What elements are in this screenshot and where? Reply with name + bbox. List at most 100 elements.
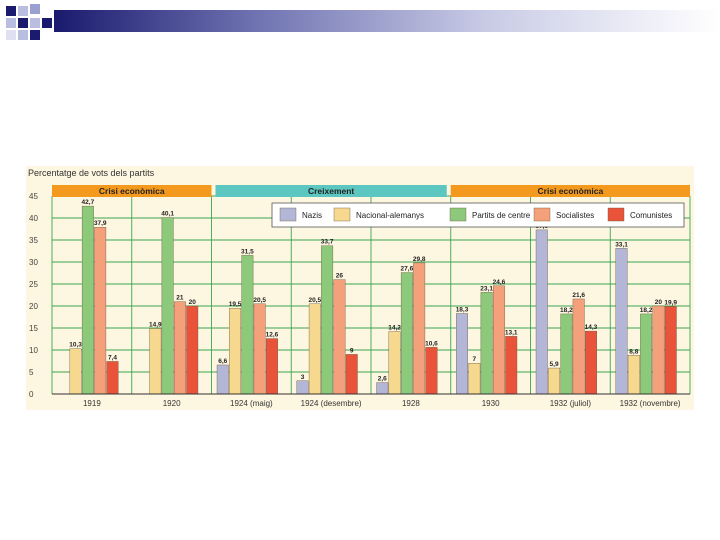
bar xyxy=(548,367,561,395)
votes-chart: Percentatge de vots dels partits 0 5 10 15 20… xyxy=(28,168,691,408)
bar xyxy=(333,279,346,395)
data-label: 5,9 xyxy=(550,361,559,368)
legend-swatch xyxy=(449,207,467,222)
legend-swatch xyxy=(279,207,297,222)
bar xyxy=(241,255,254,395)
data-label: 31,5 xyxy=(241,248,254,255)
data-label: 33,7 xyxy=(321,239,334,246)
x-tick-label: 1928 xyxy=(402,399,420,408)
legend-swatch xyxy=(333,207,351,222)
corner-square xyxy=(30,4,40,14)
y-tick-label: 25 xyxy=(29,280,38,289)
bar xyxy=(94,227,107,395)
y-tick-label: 45 xyxy=(29,192,38,201)
data-label: 23,1 xyxy=(480,285,493,292)
corner-square xyxy=(18,30,28,40)
bar xyxy=(572,298,585,395)
bar xyxy=(413,262,426,395)
bar xyxy=(216,364,229,395)
y-tick-label: 40 xyxy=(29,214,38,223)
y-tick-label: 35 xyxy=(29,236,38,245)
data-label: 14,9 xyxy=(149,321,162,328)
y-tick-label: 20 xyxy=(29,302,38,311)
bar xyxy=(106,361,119,395)
data-label: 12,6 xyxy=(266,332,279,339)
x-tick-label: 1920 xyxy=(163,399,181,408)
corner-square xyxy=(30,30,40,40)
data-label: 20 xyxy=(655,299,663,306)
bar xyxy=(480,292,493,395)
x-tick-label: 1930 xyxy=(482,399,500,408)
bar xyxy=(229,307,242,395)
corner-square xyxy=(6,6,16,16)
data-label: 13,1 xyxy=(505,329,518,336)
data-label: 21,6 xyxy=(572,292,585,299)
corner-square xyxy=(18,18,28,28)
legend-label: Comunistes xyxy=(630,211,672,220)
period-band xyxy=(450,185,690,197)
bar xyxy=(652,305,665,395)
data-label: 9 xyxy=(350,347,354,354)
data-label: 42,7 xyxy=(82,199,95,206)
data-label: 26 xyxy=(336,273,344,280)
period-label: Creixement xyxy=(308,186,354,196)
data-label: 24,6 xyxy=(493,279,506,286)
bar xyxy=(627,355,640,395)
corner-square xyxy=(30,18,40,28)
x-tick-label: 1932 (juliol) xyxy=(550,399,592,408)
legend-label: Partits de centre xyxy=(472,211,531,220)
chart-title: Percentatge de vots dels partits xyxy=(28,168,155,178)
legend-label: Nazis xyxy=(302,211,322,220)
data-label: 10,6 xyxy=(425,340,438,347)
data-label: 18,2 xyxy=(640,307,653,314)
bar xyxy=(615,248,628,395)
y-tick-label: 30 xyxy=(29,258,38,267)
period-label: Crisi econòmica xyxy=(538,186,604,196)
data-label: 7 xyxy=(473,356,477,363)
data-label: 18,2 xyxy=(560,307,573,314)
top-gradient-bar xyxy=(54,10,720,32)
data-label: 2,6 xyxy=(378,376,387,383)
bar xyxy=(585,330,597,395)
data-label: 21 xyxy=(176,295,184,302)
bar xyxy=(321,245,334,395)
bar xyxy=(173,301,186,395)
bar xyxy=(492,285,505,395)
bar xyxy=(425,347,438,395)
data-label: 18,3 xyxy=(456,306,469,313)
bar xyxy=(535,229,548,395)
corner-square xyxy=(6,30,16,40)
data-label: 14,2 xyxy=(388,325,401,332)
data-label: 40,1 xyxy=(161,211,174,218)
legend-label: Nacional-alemanys xyxy=(356,211,424,220)
x-tick-label: 1919 xyxy=(83,399,101,408)
y-tick-label: 15 xyxy=(29,324,38,333)
corner-square xyxy=(42,18,52,28)
data-label: 10,3 xyxy=(69,342,82,349)
x-tick-label: 1924 (maig) xyxy=(230,399,273,408)
x-tick-label: 1924 (desembre) xyxy=(301,399,362,408)
bar xyxy=(388,331,401,395)
bar xyxy=(345,354,358,395)
y-tick-label: 10 xyxy=(29,346,38,355)
period-band xyxy=(215,185,447,197)
legend-swatch xyxy=(607,207,625,222)
bar xyxy=(560,313,573,395)
legend-swatch xyxy=(533,207,551,222)
legend-label: Socialistes xyxy=(556,211,594,220)
bar xyxy=(253,303,266,395)
data-label: 7,4 xyxy=(108,354,117,361)
data-label: 29,8 xyxy=(413,256,426,263)
chart-panel: Percentatge de vots dels partits 0 5 10 15 20… xyxy=(26,166,694,410)
data-label: 6,6 xyxy=(218,358,227,365)
bar xyxy=(505,336,518,395)
data-label: 33,1 xyxy=(615,241,628,248)
y-tick-label: 5 xyxy=(29,368,34,377)
bar xyxy=(376,382,389,395)
data-label: 37,9 xyxy=(94,220,107,227)
data-label: 19,5 xyxy=(229,301,242,308)
bar xyxy=(69,348,82,395)
bar xyxy=(149,328,162,395)
data-label: 3 xyxy=(301,374,305,381)
bar xyxy=(186,305,199,395)
